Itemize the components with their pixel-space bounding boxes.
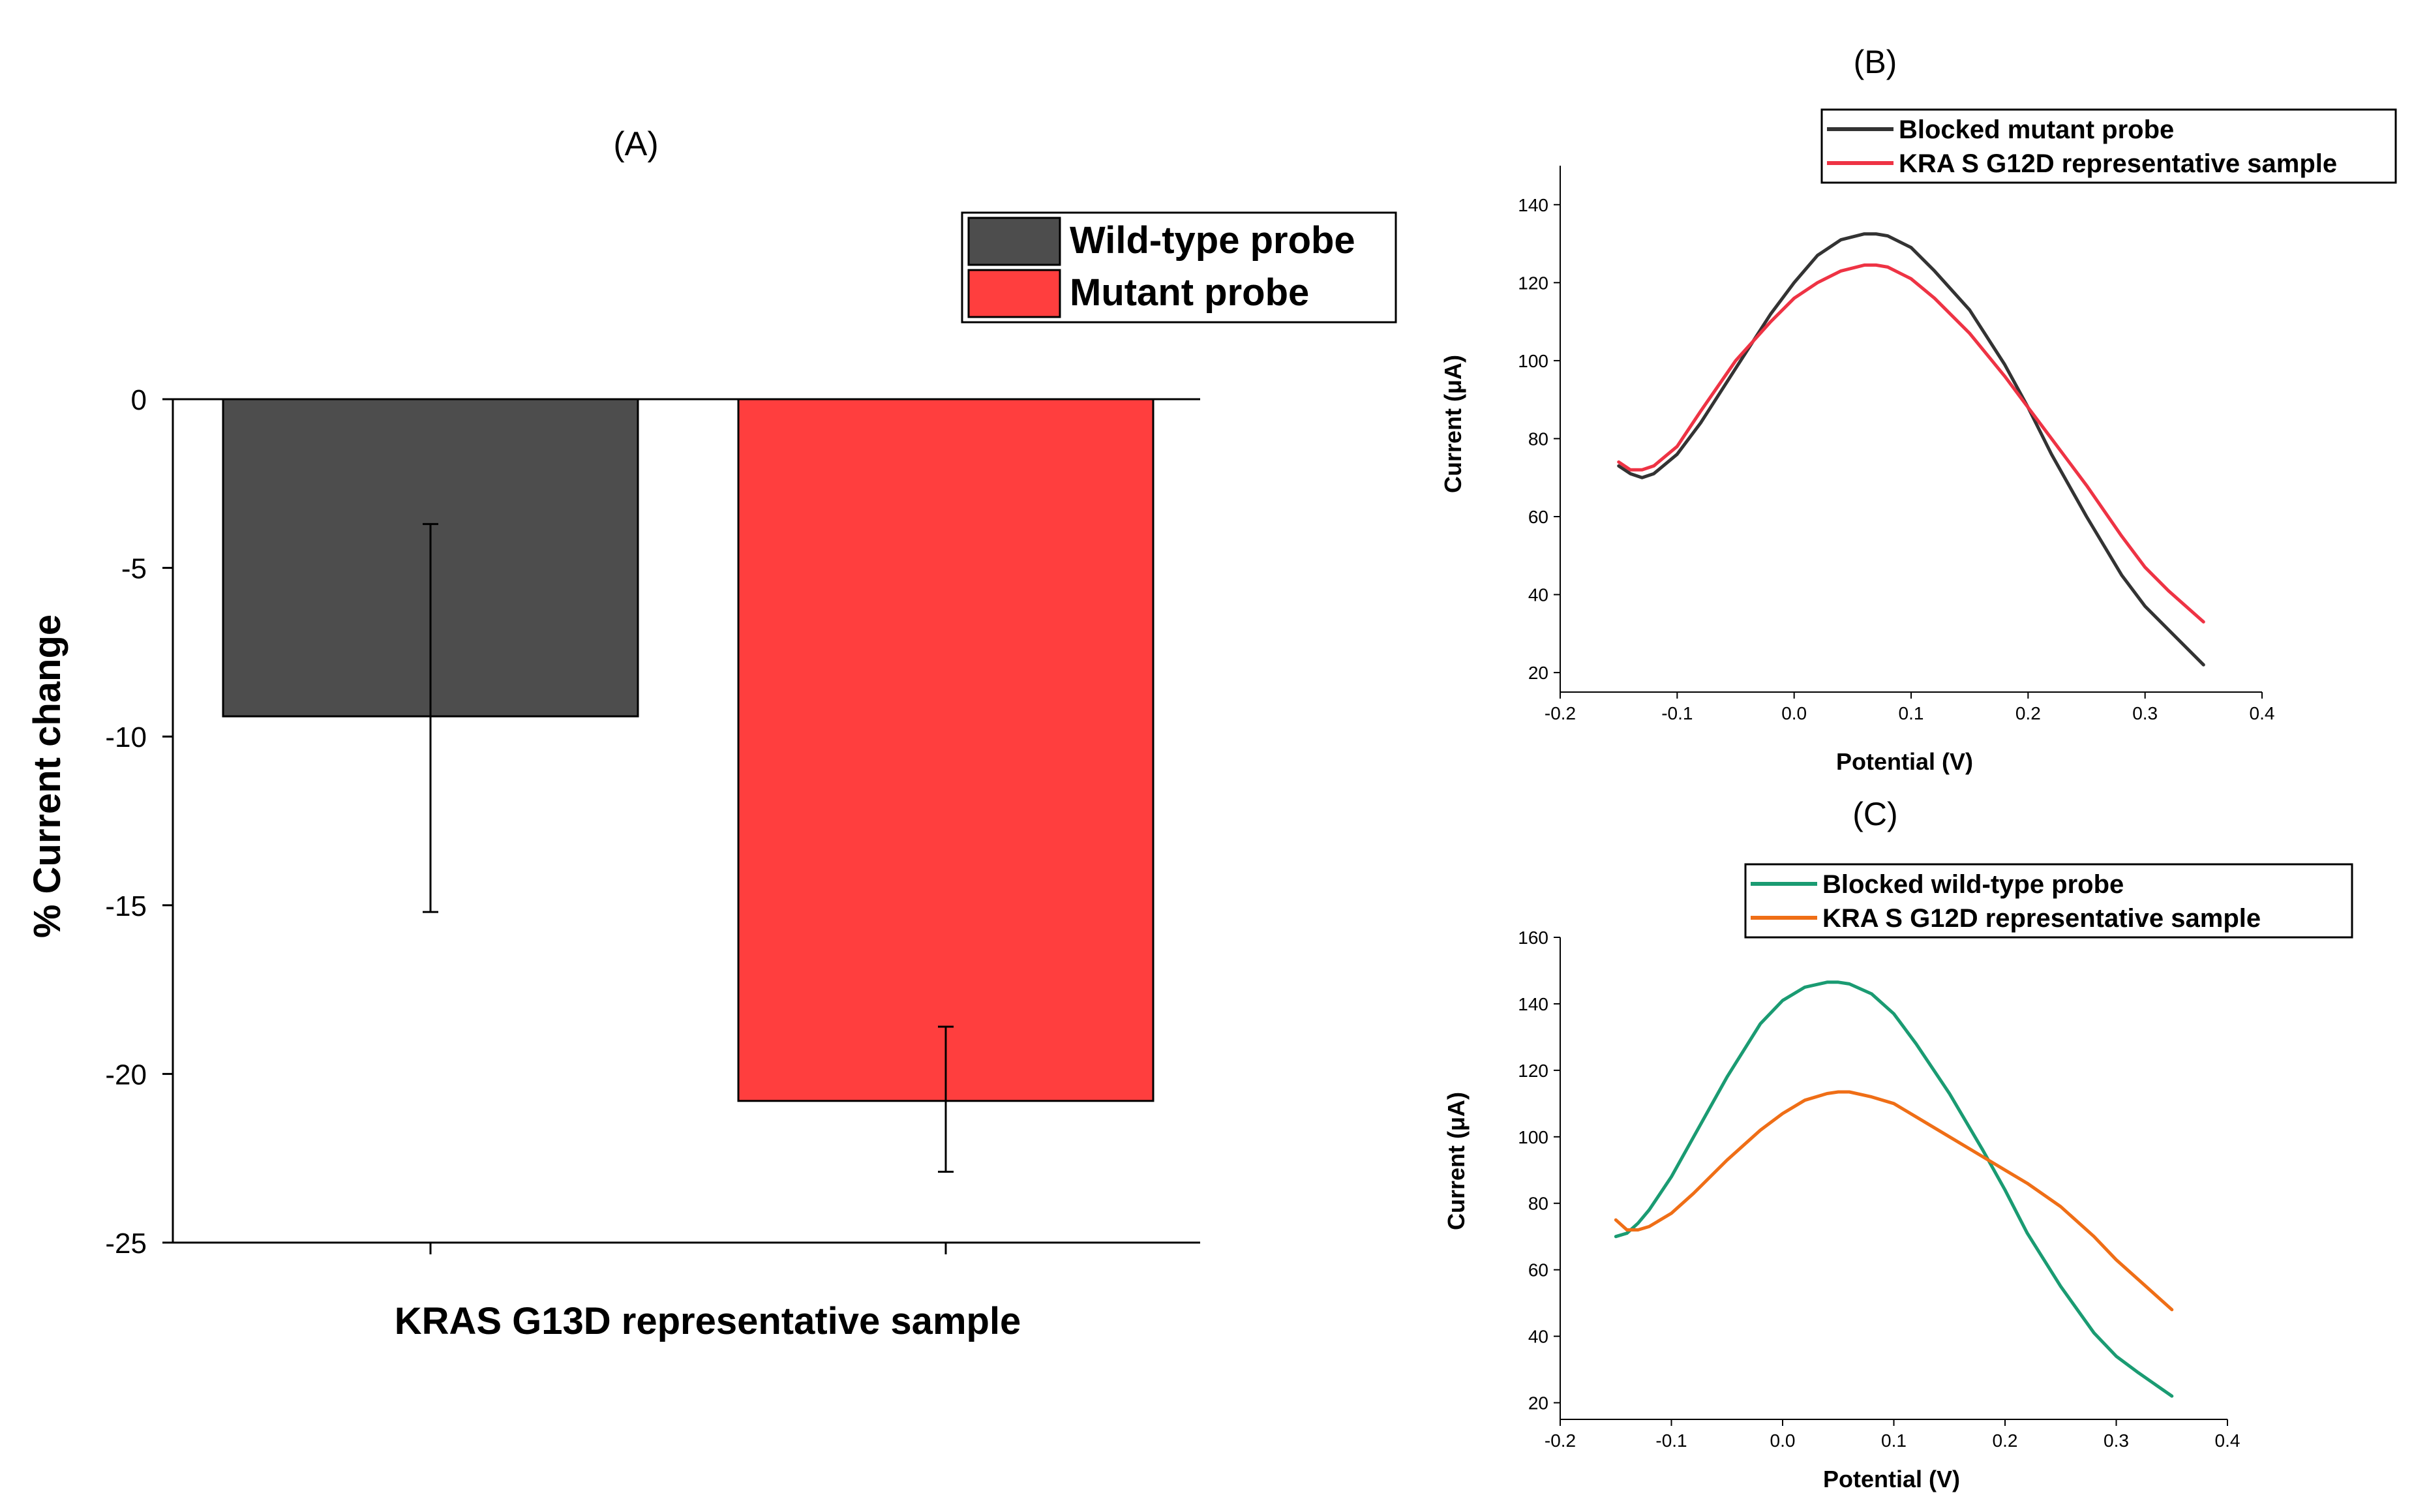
y-tick-label: -15 [105, 890, 147, 922]
panel-b-x-axis-label: Potential (V) [1836, 748, 1973, 775]
panel-b-y-axis-label: Current (μA) [1440, 355, 1466, 493]
x-tick-label: 0.4 [2215, 1430, 2240, 1451]
panel-c: (C) Blocked wild-type probe KRA S G12D re… [1443, 796, 2353, 1492]
y-tick-label: -10 [105, 721, 147, 753]
panel-b-legend: Blocked mutant probe KRA S G12D represent… [1820, 108, 2397, 184]
y-tick-label: 100 [1518, 1127, 1548, 1147]
panel-b: (B) Blocked mutant probe KRA S G12D repre… [1440, 44, 2397, 775]
y-tick-label: 40 [1528, 1327, 1548, 1347]
panel-c-plot: 20 40 60 80 100 120 140 160 -0.2 -0.1 0.0 0.1 0.2 0.3… [1518, 928, 2240, 1451]
y-tick-label: 0 [131, 384, 147, 416]
legend-label: Blocked wild-type probe [1822, 870, 2124, 899]
y-tick-label: 160 [1518, 928, 1548, 948]
x-tick-label: 0.1 [1899, 703, 1924, 723]
y-tick-label: 140 [1518, 994, 1548, 1014]
legend-swatch [967, 217, 1061, 266]
x-tick-label: -0.2 [1545, 703, 1576, 723]
x-tick-label: -0.2 [1545, 1430, 1576, 1451]
legend-swatch [967, 269, 1061, 318]
panel-a-y-axis-label: % Current change [26, 614, 68, 938]
y-tick-label: 20 [1528, 663, 1548, 683]
y-tick-label: 100 [1518, 351, 1548, 371]
legend-label: Wild-type probe [1070, 219, 1355, 262]
x-tick-label: 0.0 [1770, 1430, 1796, 1451]
panel-b-label: (B) [1854, 44, 1897, 80]
legend-label: KRA S G12D representative sample [1822, 904, 2261, 933]
y-tick-label: -20 [105, 1059, 147, 1091]
x-tick-label: 0.4 [2250, 703, 2275, 723]
y-tick-label: 40 [1528, 585, 1548, 605]
panel-c-y-axis-label: Current (μA) [1443, 1092, 1470, 1230]
y-tick-label: 120 [1518, 1061, 1548, 1081]
x-tick-label: 0.0 [1781, 703, 1807, 723]
x-tick-label: -0.1 [1661, 703, 1693, 723]
y-tick-label: 20 [1528, 1393, 1548, 1414]
panel-a: (A) Wild-type probe Mutant probe 0 -5 -10 -1… [26, 125, 1397, 1342]
legend-box [1820, 108, 2397, 184]
y-tick-label: 80 [1528, 1194, 1548, 1214]
panel-c-legend: Blocked wild-type probe KRA S G12D repres… [1744, 863, 2353, 939]
series-line-0 [1617, 232, 2205, 667]
x-tick-label: 0.2 [2015, 703, 2041, 723]
y-tick-label: 60 [1528, 507, 1548, 527]
y-tick-label: 140 [1518, 195, 1548, 215]
series-line-1 [1614, 1090, 2174, 1312]
y-tick-label: 80 [1528, 429, 1548, 449]
legend-label: KRA S G12D representative sample [1899, 149, 2337, 178]
panel-c-label: (C) [1852, 796, 1897, 832]
panel-a-plot: 0 -5 -10 -15 -20 -25 [105, 384, 1200, 1260]
x-tick-label: 0.3 [2104, 1430, 2129, 1451]
series-line-0 [1614, 980, 2174, 1398]
y-tick-label: -25 [105, 1228, 147, 1260]
x-tick-label: 0.1 [1881, 1430, 1907, 1451]
series-line-1 [1617, 263, 2205, 624]
legend-label: Mutant probe [1070, 271, 1309, 314]
bar-mutant [737, 398, 1154, 1102]
y-tick-label: 60 [1528, 1260, 1548, 1280]
panel-a-label: (A) [613, 125, 658, 163]
legend-box [1744, 863, 2353, 939]
panel-a-legend: Wild-type probe Mutant probe [961, 211, 1397, 324]
y-tick-label: -5 [121, 553, 147, 585]
panel-c-x-axis-label: Potential (V) [1823, 1466, 1960, 1492]
panel-b-plot: 20 40 60 80 100 120 140 -0.2 -0.1 0.0 0.1 0.2 0.3 0.4 [1518, 166, 2274, 723]
y-tick-label: 120 [1518, 273, 1548, 293]
x-tick-label: -0.1 [1655, 1430, 1687, 1451]
legend-label: Blocked mutant probe [1899, 115, 2174, 144]
x-tick-label: 0.3 [2132, 703, 2158, 723]
panel-a-x-axis-label: KRAS G13D representative sample [395, 1300, 1021, 1342]
x-tick-label: 0.2 [1993, 1430, 2018, 1451]
